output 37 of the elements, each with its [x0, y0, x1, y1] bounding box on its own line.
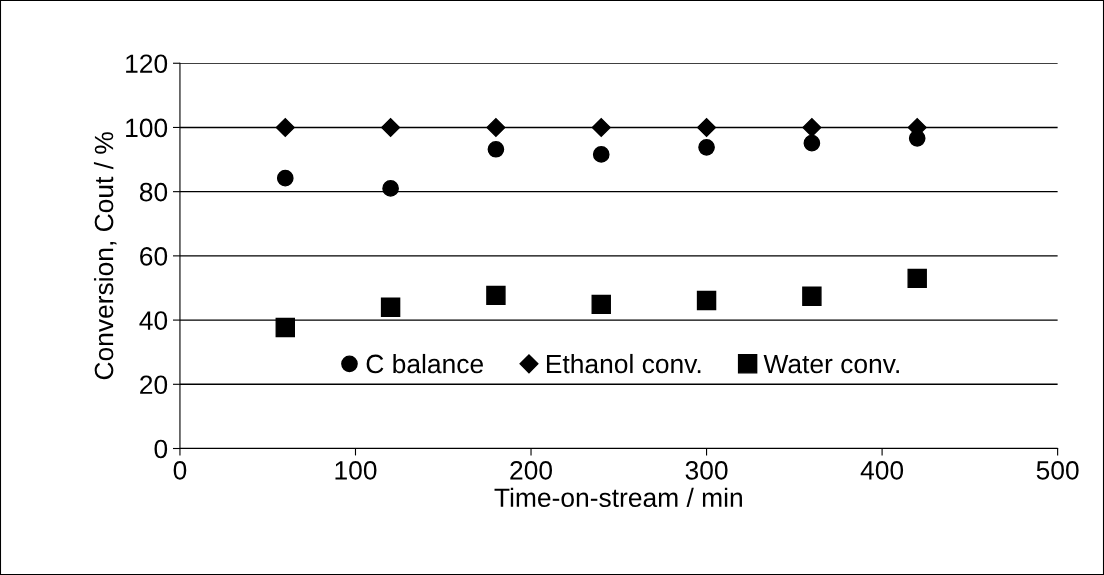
point — [803, 134, 821, 152]
point — [381, 117, 401, 137]
point — [591, 294, 611, 315]
point — [698, 139, 715, 156]
x-tick-label: 0 — [173, 461, 187, 480]
point — [486, 285, 506, 306]
point — [802, 286, 822, 307]
point — [486, 117, 506, 137]
x-tick-label: 200 — [510, 461, 553, 480]
point — [697, 117, 717, 137]
x-axis-title: Time-on-stream / min — [494, 487, 742, 508]
x-tick-label: 500 — [1036, 461, 1079, 480]
x-tick-label: 400 — [860, 461, 904, 480]
point — [276, 169, 294, 187]
legend-label: C balance — [366, 353, 483, 374]
point — [275, 317, 295, 338]
point — [382, 180, 399, 197]
y-tick-label: 20 — [140, 375, 168, 395]
x-tick-label: 300 — [685, 461, 728, 480]
y-tick-label: 80 — [139, 182, 168, 202]
x-tick-label: 100 — [335, 461, 377, 480]
y-tick-label: 40 — [139, 311, 168, 330]
point — [591, 117, 611, 137]
y-axis-title: Conversion, Cout / % — [93, 132, 117, 380]
point — [907, 268, 927, 289]
point — [275, 117, 295, 137]
legend-label: Ethanol conv. — [546, 353, 701, 374]
point — [696, 290, 717, 311]
point — [802, 117, 822, 137]
legend-label: Water conv. — [763, 354, 899, 374]
y-tick-label: 0 — [154, 439, 168, 459]
y-tick-label: 60 — [140, 247, 168, 266]
point — [487, 140, 505, 158]
point — [592, 146, 610, 163]
y-tick-label: 100 — [126, 118, 168, 138]
y-tick-label: 120 — [126, 54, 168, 74]
point — [380, 297, 401, 317]
